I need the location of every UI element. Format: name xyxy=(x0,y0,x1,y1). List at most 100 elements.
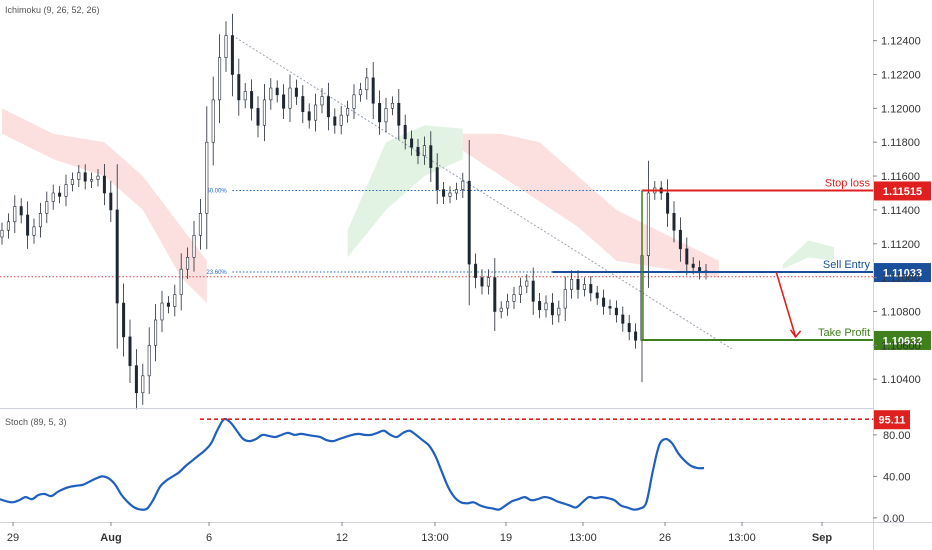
candle-body xyxy=(461,180,465,190)
candle-body xyxy=(19,206,23,216)
candle-body xyxy=(518,285,522,295)
time-tick-label: Sep xyxy=(812,532,832,544)
price-tick-label: 1.11600 xyxy=(881,171,920,183)
trade-level-label[interactable]: Take Profit xyxy=(818,327,870,339)
candle-body xyxy=(634,331,638,341)
candle-body xyxy=(467,180,471,265)
stoch-line xyxy=(0,417,705,511)
candle-body xyxy=(147,345,151,377)
candle-body xyxy=(166,302,170,307)
candle-body xyxy=(192,235,196,258)
price-tick-label: 1.10600 xyxy=(881,340,921,352)
candle-body xyxy=(512,294,516,302)
candle-body xyxy=(6,221,10,231)
candle-body xyxy=(109,192,113,211)
candle-body xyxy=(627,323,631,333)
candle-body xyxy=(544,302,548,311)
candle-body xyxy=(288,87,292,109)
candle-body xyxy=(378,102,382,123)
candle-body xyxy=(38,213,42,228)
candle-body xyxy=(429,145,433,168)
price-badge xyxy=(874,181,931,201)
candle-body xyxy=(0,229,4,238)
candle-body xyxy=(64,184,68,197)
candle-body xyxy=(589,284,593,294)
stoch-marker-badge-text: 95.11 xyxy=(879,415,906,427)
candle-body xyxy=(486,277,490,287)
cloud-segment xyxy=(347,125,463,258)
candle-body xyxy=(96,175,100,180)
candle-body xyxy=(570,279,574,290)
projection-arrow-head xyxy=(789,329,802,339)
candle-body xyxy=(365,77,369,91)
candle-body xyxy=(77,172,81,180)
candle-body xyxy=(672,213,676,231)
candle-body xyxy=(576,279,580,290)
candle-body xyxy=(582,284,586,290)
candle-body xyxy=(115,209,119,304)
candle-body xyxy=(499,307,503,312)
candle-body xyxy=(422,145,426,157)
time-tick-label: 26 xyxy=(659,532,671,544)
candle-body xyxy=(435,167,439,190)
candle-body xyxy=(250,91,254,109)
candle-body xyxy=(602,297,606,307)
candle-body xyxy=(307,111,311,121)
candle-body xyxy=(102,175,106,194)
price-tick-label: 1.10800 xyxy=(881,307,921,319)
candle-body xyxy=(346,108,350,116)
candle-body xyxy=(384,108,388,123)
candle-body xyxy=(666,192,670,214)
trade-level-label[interactable]: Sell Entry xyxy=(823,259,871,271)
candle-body xyxy=(186,257,190,270)
candle-body xyxy=(454,189,458,194)
fib-level-label: 50.00% xyxy=(206,188,227,194)
candle-body xyxy=(352,94,356,109)
trade-level-label[interactable]: Stop loss xyxy=(825,177,871,189)
price-tick-label: 1.11000 xyxy=(881,273,920,285)
candle-body xyxy=(211,99,215,143)
cloud-segment xyxy=(2,108,207,304)
candle-body xyxy=(371,77,375,104)
stoch-indicator-label[interactable]: Stoch (89, 5, 3) xyxy=(5,417,67,427)
time-tick-label: 29 xyxy=(7,532,19,544)
candle-body xyxy=(269,87,273,101)
candle-body xyxy=(122,302,126,338)
price-tick-label: 1.11400 xyxy=(881,205,920,217)
time-tick-label: 19 xyxy=(500,532,512,544)
candle-body xyxy=(621,314,625,324)
candle-body xyxy=(390,102,394,109)
candle-body xyxy=(282,94,286,109)
cloud-segment xyxy=(462,133,719,278)
candle-body xyxy=(474,263,478,278)
candle-body xyxy=(301,96,305,113)
price-badge xyxy=(874,263,931,283)
candle-body xyxy=(506,301,510,309)
price-badge xyxy=(874,330,931,350)
candle-body xyxy=(141,375,145,394)
candle-body xyxy=(205,141,209,214)
price-tick-label: 1.11800 xyxy=(881,137,920,149)
candle-body xyxy=(691,263,695,268)
price-badge-text: 1.11033 xyxy=(883,268,922,280)
candle-body xyxy=(410,138,414,148)
stoch-tick-label: 40.00 xyxy=(883,471,911,483)
candle-body xyxy=(403,124,407,140)
time-tick-label: 13:00 xyxy=(421,532,449,544)
projection-arrow-line xyxy=(775,272,797,338)
price-tick-label: 1.10400 xyxy=(881,374,921,386)
time-tick-label: 13:00 xyxy=(569,532,597,544)
candle-body xyxy=(230,35,234,75)
candle-body xyxy=(160,302,164,321)
price-tick-label: 1.12400 xyxy=(881,36,921,48)
candle-body xyxy=(563,289,567,309)
ichimoku-indicator-label[interactable]: Ichimoku (9, 26, 52, 26) xyxy=(5,5,100,15)
price-tick-label: 1.12000 xyxy=(881,103,921,115)
price-tick-label: 1.12200 xyxy=(881,69,921,81)
candle-body xyxy=(685,248,689,265)
candle-body xyxy=(557,307,561,316)
candle-body xyxy=(128,336,132,366)
